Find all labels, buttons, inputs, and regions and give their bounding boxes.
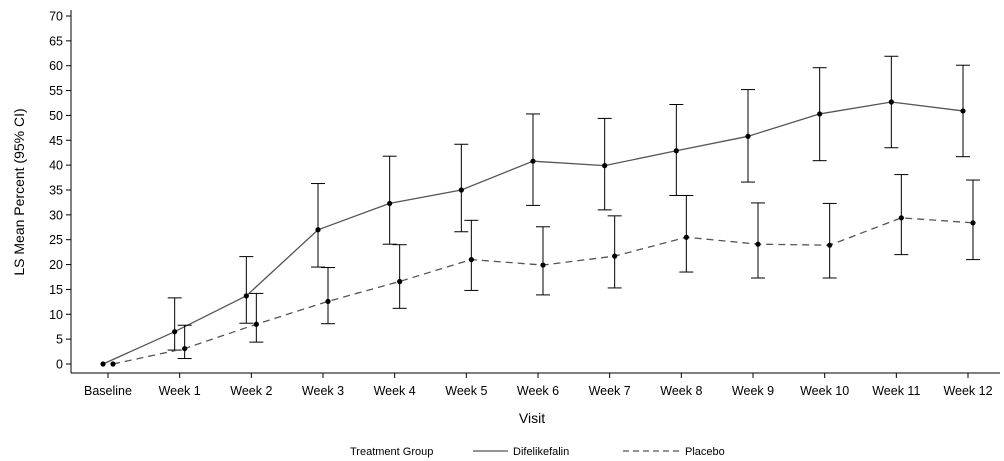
- data-point: [468, 257, 474, 263]
- x-axis-title: Visit: [519, 410, 545, 426]
- legend-label-difelikefalin: Difelikefalin: [513, 446, 569, 458]
- y-axis-ticks: 0 5 10 15 20 25 30 35 40 45 50 55 60 65 70: [49, 10, 71, 372]
- data-point: [612, 253, 618, 259]
- y-tick-label: 45: [49, 134, 63, 148]
- x-tick-label: Week 12: [943, 384, 992, 398]
- x-axis-ticks: Baseline Week 1 Week 2 Week 3 Week 4 Week 5 We…: [84, 373, 993, 398]
- x-tick-label: Baseline: [84, 384, 132, 398]
- x-tick-label: Week 3: [302, 384, 344, 398]
- y-tick-label: 60: [49, 59, 63, 73]
- y-tick-label: 65: [49, 34, 63, 48]
- legend-title: Treatment Group: [350, 446, 433, 458]
- y-tick-label: 0: [56, 358, 63, 372]
- data-point: [817, 111, 823, 117]
- y-tick-label: 15: [49, 283, 63, 297]
- data-point: [602, 163, 608, 169]
- data-point: [243, 293, 249, 299]
- data-point: [530, 158, 536, 164]
- data-point: [827, 242, 833, 248]
- data-point: [745, 133, 751, 139]
- legend-label-placebo: Placebo: [685, 446, 725, 458]
- y-tick-label: 50: [49, 109, 63, 123]
- plot-area: [100, 55, 980, 367]
- x-tick-label: Week 1: [159, 384, 201, 398]
- x-tick-label: Week 4: [374, 384, 416, 398]
- data-point: [970, 220, 976, 226]
- data-point: [182, 345, 188, 352]
- x-tick-label: Week 10: [800, 384, 849, 398]
- data-point: [397, 278, 403, 285]
- data-point: [387, 200, 393, 207]
- data-point: [100, 361, 106, 367]
- y-tick-label: 30: [49, 208, 63, 222]
- x-tick-label: Week 7: [589, 384, 631, 398]
- data-point: [755, 241, 761, 247]
- data-point: [325, 298, 331, 304]
- y-tick-label: 5: [56, 333, 63, 347]
- y-tick-label: 70: [49, 10, 63, 24]
- data-point: [315, 227, 321, 233]
- data-point: [253, 321, 259, 327]
- data-point: [540, 262, 546, 268]
- y-tick-label: 20: [49, 258, 63, 272]
- x-tick-label: Week 11: [872, 384, 920, 398]
- x-tick-label: Week 8: [660, 384, 702, 398]
- data-point: [888, 99, 894, 105]
- x-tick-label: Week 5: [445, 384, 487, 398]
- series-placebo: [110, 174, 980, 367]
- y-tick-label: 10: [49, 308, 63, 322]
- y-tick-label: 55: [49, 84, 63, 98]
- legend: Treatment Group Difelikefalin Placebo: [350, 446, 725, 458]
- data-point: [172, 329, 178, 335]
- y-tick-label: 25: [49, 233, 63, 247]
- y-tick-label: 35: [49, 184, 63, 198]
- data-point: [898, 215, 904, 221]
- data-point: [683, 234, 689, 240]
- x-tick-label: Week 2: [230, 384, 272, 398]
- x-tick-label: Week 9: [732, 384, 774, 398]
- data-point: [673, 148, 679, 154]
- y-axis-title: LS Mean Percent (95% CI): [11, 108, 27, 275]
- axes: [70, 10, 1000, 374]
- series-difelikefalin: [100, 55, 970, 367]
- data-point: [110, 361, 116, 367]
- y-tick-label: 40: [49, 159, 63, 173]
- data-point: [960, 108, 966, 114]
- x-tick-label: Week 6: [517, 384, 559, 398]
- data-point: [458, 187, 464, 193]
